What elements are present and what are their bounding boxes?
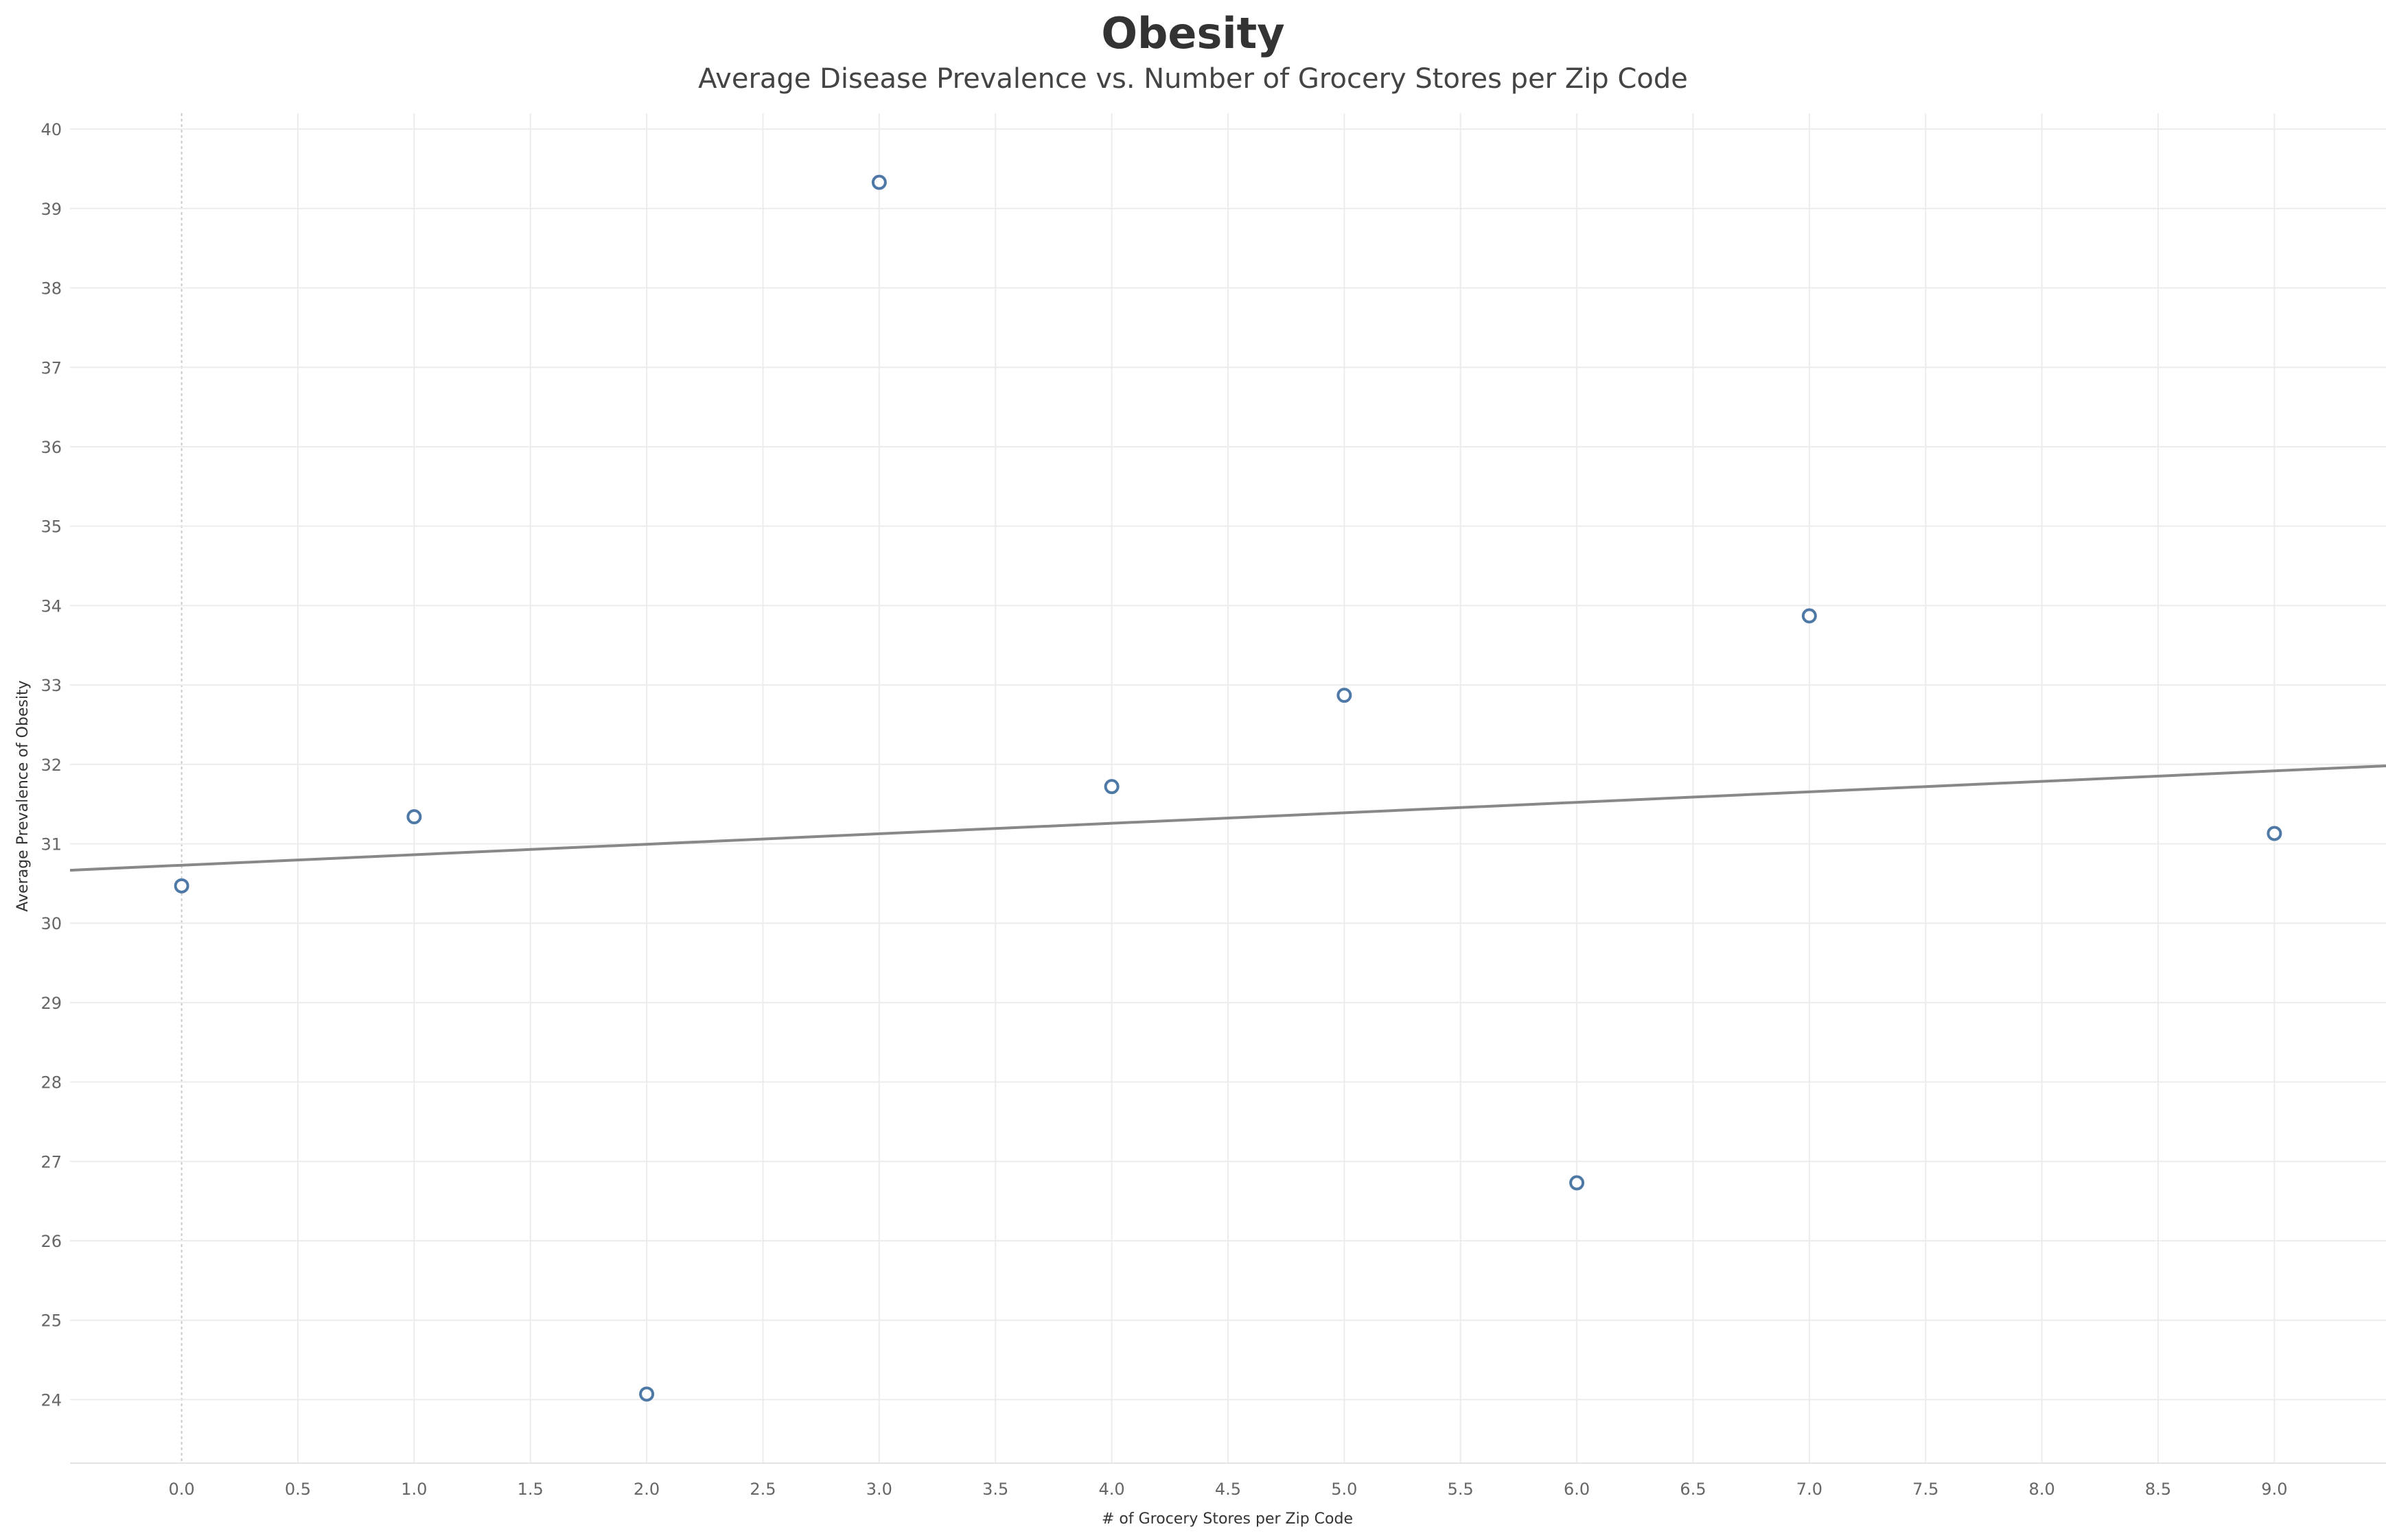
y-tick-label: 37 bbox=[40, 358, 62, 377]
x-tick-label: 8.5 bbox=[2145, 1480, 2171, 1499]
x-tick-label: 3.0 bbox=[866, 1480, 892, 1499]
y-axis-label: Average Prevalence of Obesity bbox=[14, 680, 32, 911]
y-tick-label: 33 bbox=[40, 676, 62, 695]
x-tick-label: 9.0 bbox=[2261, 1480, 2287, 1499]
y-tick-label: 26 bbox=[40, 1232, 62, 1251]
x-tick-label: 6.0 bbox=[1564, 1480, 1590, 1499]
x-tick-label: 4.5 bbox=[1215, 1480, 1241, 1499]
trend-line bbox=[69, 764, 2386, 872]
x-tick-label: 1.0 bbox=[401, 1480, 427, 1499]
x-axis-label: # of Grocery Stores per Zip Code bbox=[1102, 1510, 1353, 1528]
data-point bbox=[174, 878, 189, 894]
x-tick-label: 5.5 bbox=[1448, 1480, 1474, 1499]
x-tick-label: 4.0 bbox=[1099, 1480, 1125, 1499]
y-tick-label: 31 bbox=[40, 835, 62, 854]
x-tick-label: 1.5 bbox=[518, 1480, 544, 1499]
chart-title: Obesity bbox=[1101, 8, 1285, 58]
x-tick-label: 0.0 bbox=[169, 1480, 195, 1499]
x-axis-ticks: 0.0 0.5 1.0 1.5 2.0 2.5 3.0 3.5 4.0 4.5 5.0 5.5 6.0 6… bbox=[169, 1480, 2288, 1499]
data-point bbox=[871, 174, 887, 190]
x-tick-label: 0.5 bbox=[285, 1480, 311, 1499]
x-tick-label: 5.0 bbox=[1331, 1480, 1357, 1499]
x-tick-label: 2.0 bbox=[634, 1480, 660, 1499]
data-point bbox=[1336, 688, 1352, 703]
data-points bbox=[174, 174, 2282, 1402]
trend-line-group bbox=[69, 764, 2386, 872]
data-point bbox=[1801, 608, 1817, 624]
y-tick-label: 35 bbox=[40, 517, 62, 537]
data-point bbox=[2267, 826, 2282, 841]
x-tick-label: 3.5 bbox=[982, 1480, 1008, 1499]
y-tick-label: 36 bbox=[40, 438, 62, 457]
y-tick-label: 29 bbox=[40, 994, 62, 1013]
x-tick-label: 7.0 bbox=[1796, 1480, 1822, 1499]
y-tick-label: 32 bbox=[40, 756, 62, 775]
grid bbox=[70, 113, 2386, 1464]
x-tick-label: 8.0 bbox=[2029, 1480, 2055, 1499]
y-tick-label: 40 bbox=[40, 120, 62, 139]
y-tick-label: 39 bbox=[40, 200, 62, 219]
y-tick-label: 24 bbox=[40, 1390, 62, 1410]
y-tick-label: 38 bbox=[40, 279, 62, 299]
y-tick-label: 34 bbox=[40, 596, 62, 616]
x-tick-label: 7.5 bbox=[1912, 1480, 1938, 1499]
chart-subtitle: Average Disease Prevalence vs. Number of… bbox=[698, 63, 1688, 95]
data-point bbox=[639, 1386, 655, 1402]
data-point bbox=[1569, 1175, 1585, 1191]
y-tick-label: 28 bbox=[40, 1073, 62, 1093]
data-point bbox=[1104, 779, 1120, 795]
y-axis-ticks: 24 25 26 27 28 29 30 31 32 33 34 35 36 37 38 39 40 bbox=[40, 120, 62, 1410]
y-tick-label: 25 bbox=[40, 1311, 62, 1331]
y-tick-label: 30 bbox=[40, 914, 62, 933]
y-tick-label: 27 bbox=[40, 1152, 62, 1171]
data-point bbox=[406, 809, 422, 825]
x-tick-label: 6.5 bbox=[1680, 1480, 1706, 1499]
x-tick-label: 2.5 bbox=[750, 1480, 776, 1499]
